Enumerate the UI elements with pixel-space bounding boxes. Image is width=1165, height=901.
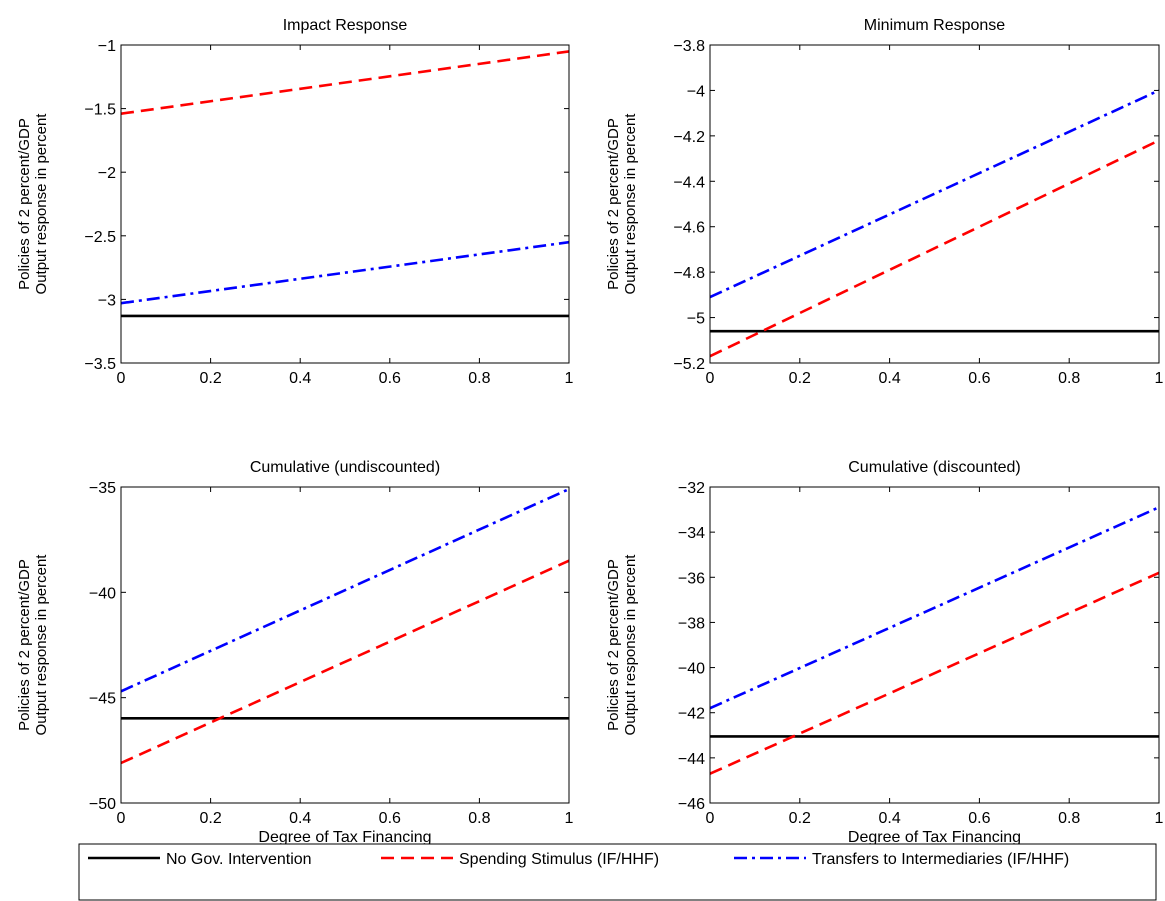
y-axis-label-line: Policies of 2 percent/GDP bbox=[16, 118, 33, 290]
x-axis-label: Degree of Tax Financing bbox=[848, 829, 1021, 846]
y-tick-label: −32 bbox=[678, 480, 705, 497]
y-axis-label-line: Output response in percent bbox=[33, 554, 50, 736]
series-line-transfers-to-intermediaries-if-hhf bbox=[121, 240, 569, 305]
legend-label: No Gov. Intervention bbox=[166, 851, 312, 868]
axes-box bbox=[120, 486, 570, 804]
chart-title: Impact Response bbox=[283, 17, 408, 34]
x-tick-label: 0.4 bbox=[289, 370, 311, 387]
series-line-spending-stimulus-if-hhf bbox=[710, 139, 1159, 358]
x-tick-label: 0.4 bbox=[289, 810, 311, 827]
series-line-transfers-to-intermediaries-if-hhf bbox=[710, 89, 1159, 299]
y-tick-label: −5 bbox=[687, 311, 705, 328]
series-group bbox=[710, 89, 1159, 358]
y-axis-label: Policies of 2 percent/GDPOutput response… bbox=[16, 554, 50, 736]
series-group bbox=[121, 487, 569, 765]
chart-panel-3: Cumulative (undiscounted) 0 0.2 0.4 0.6 0.8 1 −… bbox=[16, 459, 574, 846]
y-tick-label: −40 bbox=[678, 661, 705, 678]
y-tick-label: −4.4 bbox=[673, 174, 705, 191]
y-tick-label: −36 bbox=[678, 570, 705, 587]
y-axis-label-line: Output response in percent bbox=[622, 113, 639, 295]
x-tick-label: 0 bbox=[117, 370, 126, 387]
chart-panel-1: Impact Response 0 0.2 0.4 0.6 0.8 1 −3.5 −3 −2.5 −… bbox=[16, 17, 574, 387]
x-tick-label: 1 bbox=[565, 810, 574, 827]
axes-box bbox=[709, 486, 1160, 804]
y-tick-label: −4.8 bbox=[673, 265, 705, 282]
series-line-transfers-to-intermediaries-if-hhf bbox=[121, 487, 569, 693]
y-tick-label: −4 bbox=[687, 83, 705, 100]
x-tick-label: 0 bbox=[706, 810, 715, 827]
y-tick-label: −3.5 bbox=[84, 356, 116, 373]
y-axis-label-line: Output response in percent bbox=[622, 554, 639, 736]
y-tick-label: −38 bbox=[678, 615, 705, 632]
axes-box bbox=[120, 44, 570, 364]
y-axis-label-line: Policies of 2 percent/GDP bbox=[605, 118, 622, 290]
legend-entry-no-gov-intervention: No Gov. Intervention bbox=[88, 851, 312, 868]
x-tick-label: 0.8 bbox=[468, 370, 490, 387]
x-tick-label: 1 bbox=[1155, 370, 1164, 387]
x-tick-label: 0.2 bbox=[199, 370, 221, 387]
legend-entry-transfers-to-intermediaries-if-hhf: Transfers to Intermediaries (IF/HHF) bbox=[734, 851, 1069, 868]
y-tick-label: −3.8 bbox=[673, 38, 705, 55]
axes-box bbox=[709, 44, 1160, 364]
series-line-spending-stimulus-if-hhf bbox=[121, 50, 569, 115]
series-group bbox=[121, 50, 569, 318]
legend-box bbox=[78, 843, 1157, 901]
legend-entry-spending-stimulus-if-hhf: Spending Stimulus (IF/HHF) bbox=[381, 851, 659, 868]
y-axis-label-line: Policies of 2 percent/GDP bbox=[16, 559, 33, 731]
y-tick-label: −3 bbox=[98, 292, 116, 309]
x-tick-label: 0.6 bbox=[379, 810, 401, 827]
x-tick-label: 0 bbox=[706, 370, 715, 387]
legend-label: Transfers to Intermediaries (IF/HHF) bbox=[812, 851, 1069, 868]
chart-panel-2: Minimum Response 0 0.2 0.4 0.6 0.8 1 −5.2 −5 −4.8… bbox=[605, 17, 1164, 387]
x-tick-label: 0.4 bbox=[878, 370, 900, 387]
x-tick-label: 0.2 bbox=[789, 810, 811, 827]
legend-label: Spending Stimulus (IF/HHF) bbox=[459, 851, 659, 868]
y-tick-label: −50 bbox=[89, 796, 116, 813]
legend: No Gov. Intervention Spending Stimulus (I… bbox=[78, 843, 1157, 901]
y-tick-label: −2 bbox=[98, 165, 116, 182]
x-tick-label: 0.8 bbox=[1058, 810, 1080, 827]
series-group bbox=[710, 506, 1159, 775]
y-axis-label: Policies of 2 percent/GDPOutput response… bbox=[16, 113, 50, 295]
y-tick-label: −34 bbox=[678, 525, 705, 542]
series-line-transfers-to-intermediaries-if-hhf bbox=[710, 506, 1159, 710]
y-tick-label: −2.5 bbox=[84, 229, 116, 246]
y-tick-label: −4.6 bbox=[673, 220, 705, 237]
x-tick-label: 0 bbox=[117, 810, 126, 827]
x-axis-label: Degree of Tax Financing bbox=[258, 829, 431, 846]
y-tick-label: −1 bbox=[98, 38, 116, 55]
y-axis-label-line: Policies of 2 percent/GDP bbox=[605, 559, 622, 731]
x-tick-label: 0.8 bbox=[468, 810, 490, 827]
series-line-spending-stimulus-if-hhf bbox=[121, 559, 569, 765]
x-tick-label: 0.2 bbox=[789, 370, 811, 387]
x-tick-label: 1 bbox=[1155, 810, 1164, 827]
chart-title: Cumulative (undiscounted) bbox=[250, 459, 440, 476]
y-tick-label: −40 bbox=[89, 585, 116, 602]
x-tick-label: 0.2 bbox=[199, 810, 221, 827]
x-tick-label: 0.4 bbox=[878, 810, 900, 827]
x-tick-label: 1 bbox=[565, 370, 574, 387]
y-tick-label: −5.2 bbox=[673, 356, 705, 373]
y-axis-label-line: Output response in percent bbox=[33, 113, 50, 295]
x-tick-label: 0.8 bbox=[1058, 370, 1080, 387]
chart-title: Cumulative (discounted) bbox=[848, 459, 1021, 476]
y-tick-label: −35 bbox=[89, 480, 116, 497]
y-axis-label: Policies of 2 percent/GDPOutput response… bbox=[605, 554, 639, 736]
y-tick-label: −46 bbox=[678, 796, 705, 813]
chart-panel-4: Cumulative (discounted) 0 0.2 0.4 0.6 0.8 1 −46… bbox=[605, 459, 1164, 846]
x-tick-label: 0.6 bbox=[968, 370, 990, 387]
x-tick-label: 0.6 bbox=[379, 370, 401, 387]
series-line-spending-stimulus-if-hhf bbox=[710, 571, 1159, 775]
y-tick-label: −1.5 bbox=[84, 102, 116, 119]
y-tick-label: −42 bbox=[678, 706, 705, 723]
y-tick-label: −45 bbox=[89, 691, 116, 708]
chart-title: Minimum Response bbox=[864, 17, 1005, 34]
x-tick-label: 0.6 bbox=[968, 810, 990, 827]
y-tick-label: −4.2 bbox=[673, 129, 705, 146]
y-axis-label: Policies of 2 percent/GDPOutput response… bbox=[605, 113, 639, 295]
y-tick-label: −44 bbox=[678, 751, 705, 768]
